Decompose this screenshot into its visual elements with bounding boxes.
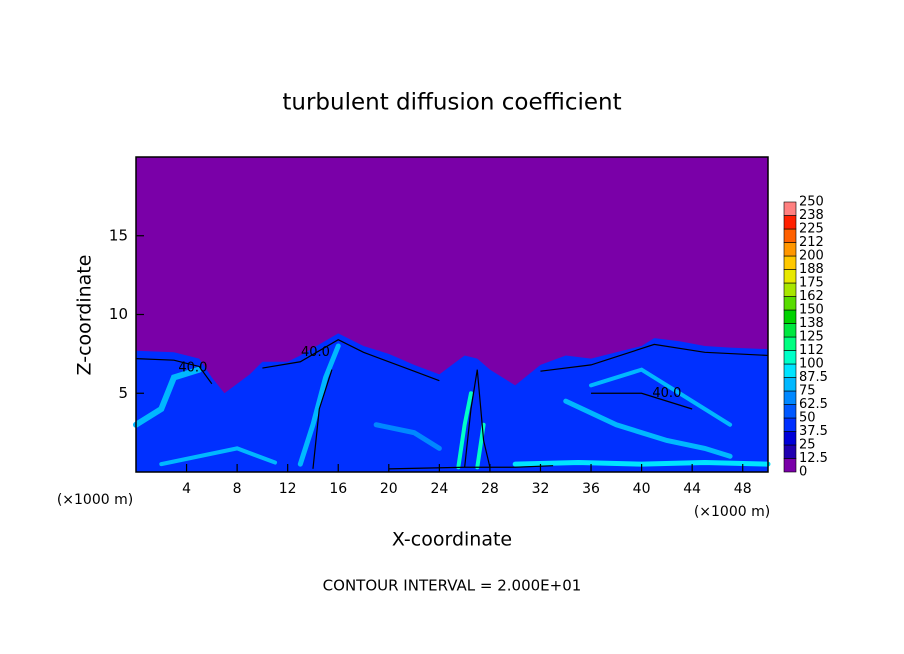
colorbar-label: 25 [799, 438, 816, 453]
y-unit-label: (×1000 m) [57, 492, 133, 508]
plot-area [133, 157, 771, 472]
colorbar-band [783, 269, 797, 284]
colorbar-label: 37.5 [799, 424, 828, 439]
x-tick-label: 8 [233, 481, 242, 497]
colorbar-band [783, 444, 797, 459]
contour-label: 40.0 [301, 345, 330, 360]
colorbar-label: 50 [799, 411, 816, 426]
x-tick-label: 12 [279, 481, 297, 497]
contour-line [464, 369, 491, 468]
colorbar-band [783, 390, 797, 405]
colorbar-label: 175 [799, 276, 824, 291]
colorbar-label: 100 [799, 357, 824, 372]
colorbar-band [783, 201, 797, 216]
contour-line [540, 343, 769, 372]
colorbar-band [783, 431, 797, 446]
colorbar-band [783, 417, 797, 432]
colorbar-label: 225 [799, 222, 824, 237]
colorbar-label: 0 [799, 465, 807, 480]
colorbar-label: 212 [799, 235, 824, 250]
colorbar-label: 125 [799, 330, 824, 345]
y-axis-label: Z-coordinate [74, 255, 96, 376]
field-streak [563, 398, 733, 459]
chart-title: turbulent diffusion coefficient [282, 90, 621, 116]
colorbar-label: 150 [799, 303, 824, 318]
colorbar-band [783, 323, 797, 338]
field-streak [373, 422, 442, 451]
colorbar-label: 238 [799, 208, 824, 223]
x-tick-label: 32 [532, 481, 550, 497]
x-tick-label: 44 [683, 481, 701, 497]
field-streak [512, 460, 771, 467]
y-tick-label: 5 [118, 384, 128, 402]
colorbar-label: 12.5 [799, 451, 828, 466]
x-tick-label: 16 [329, 481, 347, 497]
field-streak [159, 446, 278, 467]
x-tick-label: 20 [380, 481, 398, 497]
colorbar-label: 112 [799, 343, 824, 358]
contour-label: 40.0 [652, 386, 681, 401]
x-tick-label: 40 [633, 481, 651, 497]
turbulent-region [136, 333, 768, 472]
contour-line [262, 339, 440, 382]
colorbar-label: 188 [799, 262, 824, 277]
colorbar-band [783, 255, 797, 270]
field-streak [133, 366, 203, 428]
colorbar-band [783, 458, 797, 473]
x-unit-label: (×1000 m) [694, 504, 770, 520]
contour-line [312, 369, 333, 469]
x-tick-label: 48 [734, 481, 752, 497]
colorbar-label: 87.5 [799, 370, 828, 385]
colorbar-band [783, 242, 797, 257]
y-tick-label: 15 [109, 226, 128, 244]
field-streak [456, 391, 473, 470]
colorbar-label: 162 [799, 289, 824, 304]
x-axis-label: X-coordinate [392, 529, 512, 551]
x-tick-label: 36 [582, 481, 600, 497]
y-tick-label: 10 [109, 305, 128, 323]
contour-label: 40.0 [178, 361, 207, 376]
colorbar-band [783, 363, 797, 378]
colorbar-label: 75 [799, 384, 816, 399]
x-tick-label: 24 [430, 481, 448, 497]
colorbar-band [783, 404, 797, 419]
colorbar-label: 62.5 [799, 397, 828, 412]
colorbar-band [783, 350, 797, 365]
contour-line [591, 392, 693, 410]
colorbar-band [783, 336, 797, 351]
colorbar-band [783, 282, 797, 297]
contour-line [135, 358, 213, 385]
colorbar-band [783, 377, 797, 392]
colorbar-band [783, 309, 797, 324]
field-streak [589, 367, 733, 427]
footer-note: CONTOUR INTERVAL = 2.000E+01 [323, 577, 582, 595]
colorbar-band [783, 215, 797, 230]
field-streak [297, 343, 341, 467]
x-tick-label: 4 [182, 481, 191, 497]
colorbar-band [783, 228, 797, 243]
colorbar-band [783, 296, 797, 311]
colorbar-label: 138 [799, 316, 824, 331]
colorbar-label: 200 [799, 249, 824, 264]
x-tick-label: 28 [481, 481, 499, 497]
colorbar-label: 250 [799, 195, 824, 210]
